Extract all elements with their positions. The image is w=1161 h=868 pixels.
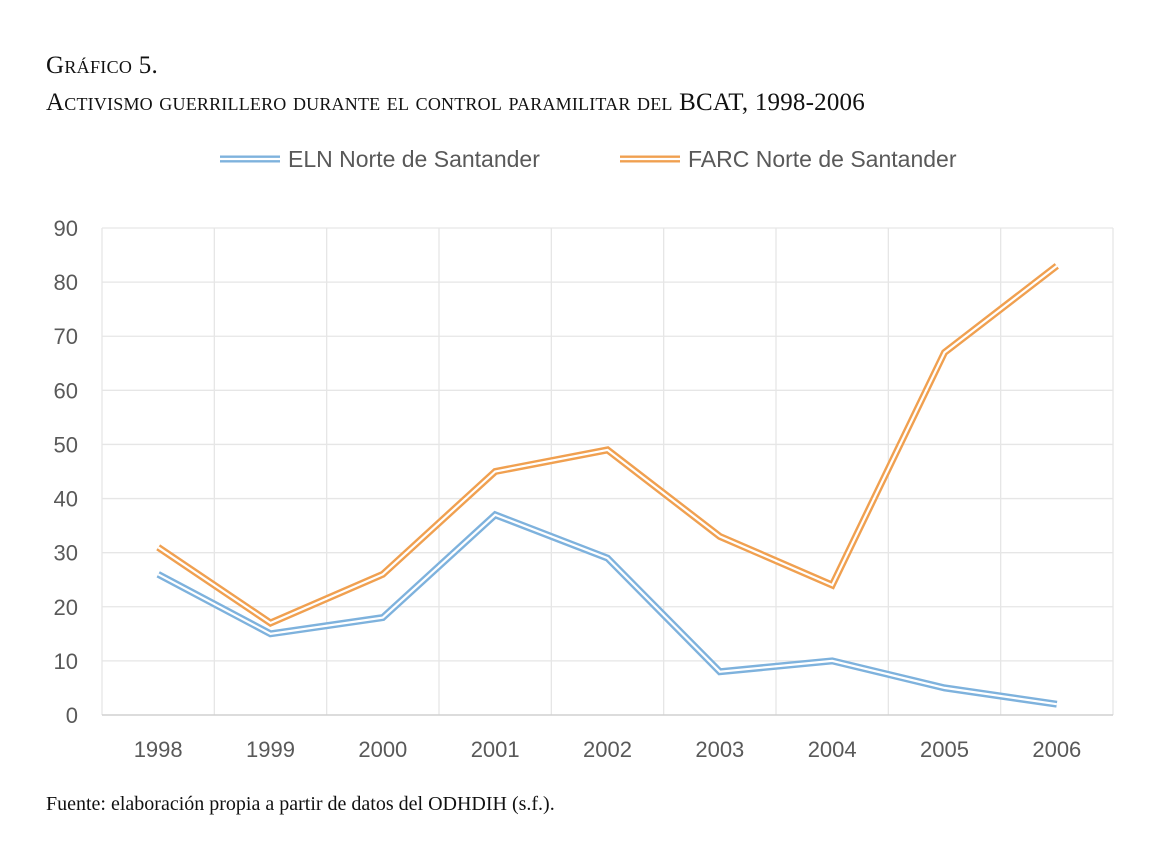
source-note: Fuente: elaboración propia a partir de d… <box>46 793 555 815</box>
y-tick-label: 40 <box>54 487 78 512</box>
y-tick-label: 50 <box>54 432 78 457</box>
chart-grid <box>101 227 1114 716</box>
data-point <box>268 620 274 626</box>
data-point <box>717 669 723 675</box>
data-point <box>492 512 498 518</box>
y-axis-ticks: 0 10 20 30 40 50 60 70 80 90 <box>54 216 78 728</box>
x-tick-label: 1999 <box>246 737 295 762</box>
data-point <box>155 544 161 550</box>
x-tick-label: 2002 <box>583 737 632 762</box>
data-point <box>605 555 611 561</box>
chart-series <box>155 263 1060 708</box>
legend-item-eln: ELN Norte de Santander <box>220 146 540 172</box>
legend-label: ELN Norte de Santander <box>288 146 540 172</box>
series-line-inner <box>157 513 1057 706</box>
data-point <box>155 571 161 577</box>
legend-label: FARC Norte de Santander <box>688 146 957 172</box>
data-point <box>492 469 498 475</box>
x-tick-label: 2000 <box>358 737 407 762</box>
series-farc-line <box>155 263 1060 627</box>
chart-legend: ELN Norte de Santander FARC Norte de Sant… <box>220 146 957 172</box>
figure-title: Activismo guerrillero durante el control… <box>46 89 865 116</box>
data-point <box>1054 701 1060 707</box>
data-point <box>380 615 386 621</box>
data-point <box>829 582 835 588</box>
y-tick-label: 90 <box>54 216 78 241</box>
series-eln-line <box>155 510 1060 708</box>
data-point <box>268 631 274 637</box>
y-tick-label: 20 <box>54 595 78 620</box>
data-point <box>1054 263 1060 269</box>
y-tick-label: 70 <box>54 324 78 349</box>
data-point <box>380 571 386 577</box>
y-tick-label: 80 <box>54 270 78 295</box>
legend-item-farc: FARC Norte de Santander <box>620 146 957 172</box>
series-line-inner <box>157 265 1058 625</box>
x-tick-label: 2003 <box>695 737 744 762</box>
data-point <box>605 447 611 453</box>
data-point <box>717 533 723 539</box>
x-tick-label: 2006 <box>1032 737 1081 762</box>
y-tick-label: 0 <box>66 703 78 728</box>
data-point <box>942 685 948 691</box>
x-tick-label: 1998 <box>134 737 183 762</box>
figure-label: Gráfico 5. <box>46 52 159 79</box>
y-tick-label: 60 <box>54 378 78 403</box>
x-tick-label: 2004 <box>808 737 857 762</box>
data-point <box>829 658 835 664</box>
x-tick-label: 2005 <box>920 737 969 762</box>
x-tick-label: 2001 <box>471 737 520 762</box>
y-tick-label: 30 <box>54 541 78 566</box>
y-tick-label: 10 <box>54 649 78 674</box>
data-point <box>942 349 948 355</box>
x-axis-ticks: 1998 1999 2000 2001 2002 2003 2004 2005 2006 <box>134 737 1082 762</box>
